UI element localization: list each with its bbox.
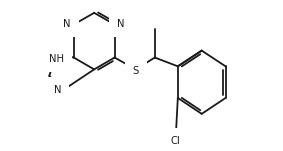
- Text: N: N: [117, 19, 125, 29]
- Text: Cl: Cl: [171, 136, 181, 146]
- Text: N: N: [63, 19, 71, 29]
- Text: N: N: [53, 85, 61, 95]
- Text: S: S: [133, 66, 139, 76]
- Text: NH: NH: [49, 54, 64, 64]
